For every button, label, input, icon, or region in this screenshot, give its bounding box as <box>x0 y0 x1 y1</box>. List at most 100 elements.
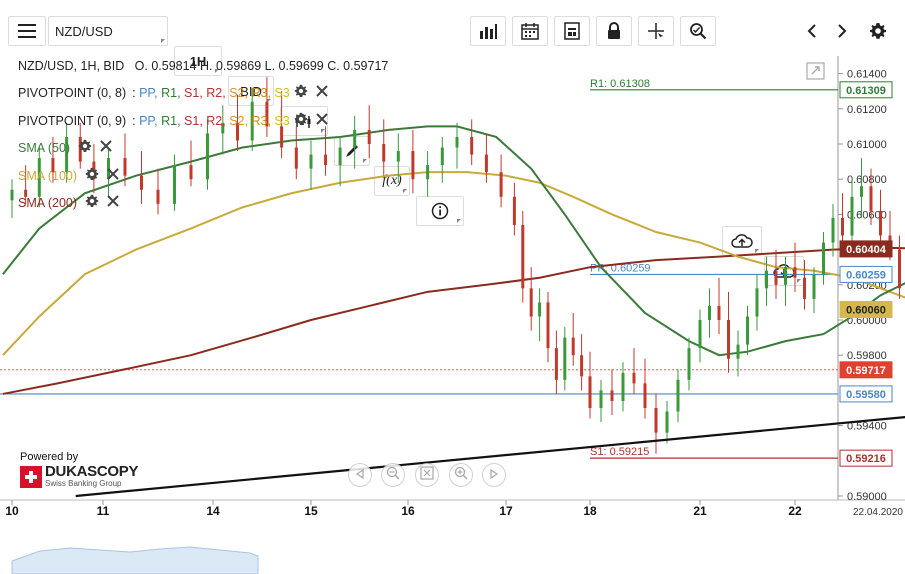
symbol-label: NZD/USD <box>55 23 113 39</box>
candle-body <box>440 147 444 166</box>
sma100-legend: SMA (100) <box>18 167 119 184</box>
candle-body <box>812 274 816 299</box>
candle-body <box>123 158 127 176</box>
template-icon <box>564 22 580 40</box>
toolbar: NZD/USD 1H BID f(x) <box>0 0 905 286</box>
pivot-level-pp: PP, <box>139 113 162 128</box>
candle-body <box>687 348 691 380</box>
symbol-select[interactable]: NZD/USD <box>48 16 168 46</box>
candle-body <box>353 129 357 148</box>
arrow-right-icon <box>837 23 847 39</box>
x-tick-label: 21 <box>693 504 707 518</box>
triangle-right-icon <box>489 466 499 484</box>
gear-icon[interactable] <box>85 194 99 211</box>
calendar-button[interactable] <box>512 16 548 46</box>
pivot-level-s2: S2, <box>229 113 252 128</box>
sma200-label: SMA (200) <box>18 195 78 210</box>
close-icon[interactable] <box>315 85 328 100</box>
gear-icon[interactable] <box>294 112 308 129</box>
candle-body <box>250 101 254 141</box>
info-button[interactable] <box>416 196 464 226</box>
candle-body <box>338 147 342 166</box>
scroll-forward-button[interactable] <box>482 463 506 487</box>
powered-by-text: Powered by <box>20 451 79 463</box>
x-tick-label: 10 <box>5 504 19 518</box>
bars-icon <box>479 23 497 39</box>
sma50-line <box>2 125 905 357</box>
close-icon[interactable] <box>107 195 119 210</box>
pivot-legend-1: PIVOTPOINT (0, 8) : PP, R1, S1, R2, S2, … <box>18 84 328 101</box>
candle-body <box>382 144 386 162</box>
volume-button[interactable] <box>470 16 506 46</box>
gear-icon[interactable] <box>294 84 308 101</box>
candle-body <box>455 136 459 148</box>
candle-body <box>588 376 592 408</box>
candle-body <box>411 151 415 180</box>
candle-body <box>665 411 669 433</box>
badge-price: 0.59717 <box>846 365 886 377</box>
candle-body <box>280 126 284 148</box>
scroll-back-button[interactable] <box>348 463 372 487</box>
candle-body <box>736 344 740 359</box>
menu-button[interactable] <box>8 16 46 46</box>
price-side-label: BID <box>240 83 262 99</box>
upload-button[interactable] <box>722 226 762 256</box>
close-icon[interactable] <box>315 113 328 128</box>
pivot-level-s1: S1, <box>184 85 207 100</box>
candle-body <box>236 122 239 141</box>
y-tick-label: 0.60000 <box>847 315 887 327</box>
pivot-level-pp: PP, <box>139 85 162 100</box>
sma100-label: SMA (100) <box>18 168 78 183</box>
info-icon <box>431 202 449 220</box>
sma200-legend: SMA (200) <box>18 194 119 211</box>
pivot-level-s3: S3 <box>274 85 290 100</box>
settings-button[interactable] <box>864 16 892 46</box>
scroll-right-button[interactable] <box>830 16 854 46</box>
x-tick-label: 18 <box>583 504 597 518</box>
navigator-area[interactable] <box>11 546 259 574</box>
pivot-legend-2: PIVOTPOINT (0, 9) : PP, R1, S1, R2, S2, … <box>18 112 328 129</box>
interval-select[interactable]: 1H <box>174 46 222 76</box>
arrow-left-icon <box>807 23 817 39</box>
lock-button[interactable] <box>596 16 632 46</box>
badge-price: 0.60404 <box>846 244 887 256</box>
zoom-button[interactable] <box>680 16 716 46</box>
badge-price: 0.60060 <box>846 304 886 316</box>
pivot-level-r3: R3, <box>251 113 275 128</box>
candle-body <box>324 154 328 166</box>
pivot-level-r1: R1, <box>161 85 185 100</box>
template-button[interactable] <box>554 16 590 46</box>
close-icon[interactable] <box>107 168 119 183</box>
cloud-upload-icon <box>731 233 753 249</box>
trendline[interactable] <box>75 387 905 498</box>
expand-icon <box>806 62 826 84</box>
candle-body <box>512 196 516 225</box>
gear-icon[interactable] <box>78 139 92 156</box>
candle-body <box>755 288 759 317</box>
candle-body <box>51 158 55 173</box>
candle-body <box>580 355 584 377</box>
pivot1-label: PIVOTPOINT (0, 8) <box>18 85 127 100</box>
reset-view-button[interactable] <box>415 463 439 487</box>
badge-pp: 0.60259 <box>846 269 886 281</box>
scroll-left-button[interactable] <box>800 16 824 46</box>
gear-icon <box>869 22 887 40</box>
pivot-label-s1: S1: 0.59215 <box>590 446 649 458</box>
y-tick-label: 0.60600 <box>847 209 887 221</box>
zoom-icon <box>689 22 707 40</box>
candle-body <box>717 305 721 320</box>
candle-body <box>546 302 550 349</box>
y-tick-label: 0.59400 <box>847 421 887 433</box>
expand-chart-button[interactable] <box>806 62 828 82</box>
y-tick-label: 0.61200 <box>847 104 887 116</box>
candle-body <box>698 320 702 349</box>
close-icon[interactable] <box>100 140 112 155</box>
crosshair-button[interactable] <box>638 16 674 46</box>
price-chart[interactable]: 0.61400 0.61200 0.61000 0.60800 0.60600 0.602… <box>0 56 905 574</box>
candle-body <box>879 210 882 236</box>
gear-icon[interactable] <box>85 167 99 184</box>
zoom-out-button[interactable] <box>381 463 405 487</box>
candle-body <box>708 305 711 320</box>
zoom-in-button[interactable] <box>449 463 473 487</box>
candle-body <box>841 217 844 236</box>
